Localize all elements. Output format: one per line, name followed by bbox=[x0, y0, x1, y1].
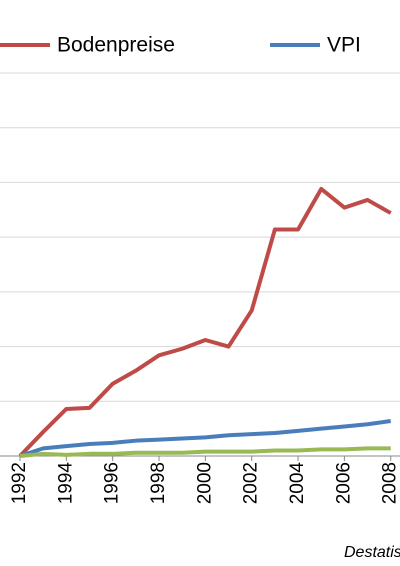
x-tick-label: 1996 bbox=[102, 462, 123, 504]
data-line bbox=[18, 186, 392, 458]
data-line bbox=[19, 419, 392, 458]
legend-label: VPI bbox=[327, 34, 361, 57]
x-tick-label: 2006 bbox=[333, 462, 354, 504]
x-tick-label: 2000 bbox=[194, 462, 215, 504]
x-tick-label: 1992 bbox=[9, 462, 30, 504]
legend-label: Bodenpreise bbox=[57, 34, 175, 57]
x-tick-label: 2004 bbox=[287, 462, 308, 505]
data-line bbox=[19, 446, 391, 458]
source-note: Destatis bbox=[344, 544, 400, 561]
x-tick-label: 1994 bbox=[55, 462, 76, 505]
x-tick-label: 2008 bbox=[380, 462, 400, 504]
x-tick-label: 1998 bbox=[148, 462, 169, 504]
x-tick-label: 2002 bbox=[241, 462, 262, 504]
